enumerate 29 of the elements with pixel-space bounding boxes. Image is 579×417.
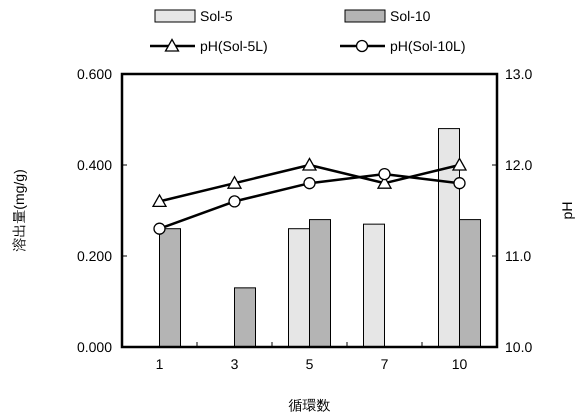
legend-label: Sol-5 [200, 8, 233, 24]
y-axis-title: 溶出量(mg/g) [11, 169, 27, 252]
point [378, 168, 391, 180]
legend-label: pH(Sol-5L) [200, 38, 268, 54]
y2-tick-label: 11.0 [505, 248, 532, 264]
y2-tick-label: 12.0 [505, 157, 532, 173]
x-tick-label: 3 [230, 356, 239, 372]
x-axis-title: 循環数 [288, 397, 330, 413]
x-tick-label: 5 [306, 356, 314, 372]
point [228, 195, 241, 208]
y2-axis-title: pH [559, 202, 575, 220]
point [303, 177, 316, 190]
x-tick-label: 10 [452, 356, 468, 372]
x-tick-label: 7 [380, 356, 389, 372]
y-tick-label: 0.400 [76, 157, 112, 173]
y-tick-label: 0.000 [76, 339, 112, 355]
point [453, 177, 466, 190]
point [302, 158, 317, 171]
y2-tick-label: 13.0 [505, 66, 532, 82]
point [153, 222, 166, 235]
y-tick-label: 0.600 [76, 66, 112, 82]
legend-label: pH(Sol-10L) [390, 38, 466, 54]
y-tick-label: 0.200 [76, 248, 112, 264]
legend-label: Sol-10 [390, 8, 431, 24]
x-tick-label: 1 [156, 356, 164, 372]
y2-tick-label: 10.0 [505, 339, 532, 355]
point [452, 158, 467, 171]
point [152, 194, 167, 208]
point [227, 176, 242, 189]
